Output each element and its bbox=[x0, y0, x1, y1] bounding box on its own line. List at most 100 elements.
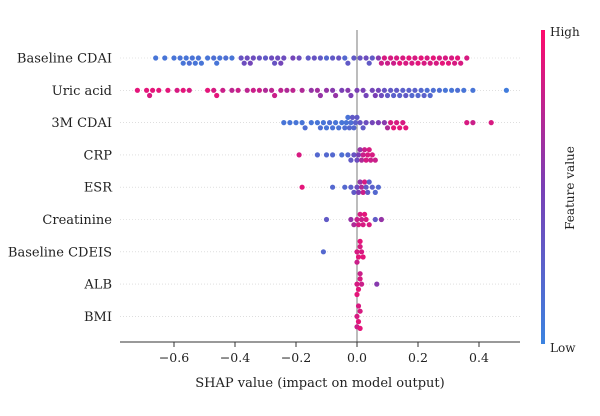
shap-point bbox=[339, 87, 345, 93]
shap-point bbox=[360, 125, 366, 131]
shap-point bbox=[397, 125, 403, 131]
shap-point bbox=[461, 87, 467, 93]
feature-label: Baseline CDEIS bbox=[8, 245, 112, 260]
colorbar-low-label: Low bbox=[550, 341, 576, 355]
shap-point bbox=[357, 211, 363, 217]
shap-point bbox=[464, 120, 470, 126]
shap-point bbox=[229, 55, 235, 61]
shap-point bbox=[348, 92, 354, 99]
shap-point bbox=[250, 87, 256, 93]
shap-point bbox=[299, 184, 305, 190]
shap-point bbox=[217, 55, 223, 61]
shap-point bbox=[296, 55, 302, 61]
shap-point bbox=[345, 60, 351, 66]
shap-point bbox=[174, 87, 180, 93]
shap-point bbox=[333, 92, 339, 99]
shap-point bbox=[343, 120, 349, 126]
shap-point bbox=[375, 120, 381, 126]
shap-point bbox=[346, 125, 352, 131]
shap-point bbox=[360, 222, 366, 228]
shap-point bbox=[372, 92, 378, 99]
shap-point bbox=[262, 55, 269, 61]
shap-point bbox=[250, 55, 256, 61]
shap-point bbox=[391, 125, 397, 131]
shap-point bbox=[355, 222, 362, 228]
shap-point bbox=[351, 222, 357, 228]
shap-point bbox=[378, 92, 384, 99]
shap-point bbox=[351, 125, 357, 131]
shap-point bbox=[391, 92, 397, 99]
shap-point bbox=[400, 55, 406, 61]
shap-point bbox=[421, 60, 427, 66]
feature-label: 3M CDAI bbox=[51, 116, 112, 131]
shap-point bbox=[345, 114, 351, 120]
shap-point bbox=[357, 238, 363, 244]
shap-point bbox=[339, 152, 345, 158]
shap-point bbox=[354, 216, 360, 223]
shap-point bbox=[369, 152, 375, 158]
shap-point bbox=[488, 120, 494, 126]
shap-point bbox=[354, 291, 360, 298]
shap-point bbox=[452, 60, 458, 66]
shap-point bbox=[355, 189, 362, 195]
shap-point bbox=[369, 55, 375, 61]
shap-point bbox=[394, 55, 400, 61]
shap-point bbox=[256, 87, 262, 93]
feature-value-colorbar bbox=[541, 30, 545, 344]
shap-point bbox=[317, 125, 323, 131]
shap-point bbox=[412, 55, 418, 61]
shap-point bbox=[290, 55, 296, 61]
shap-point bbox=[365, 152, 371, 158]
shap-point bbox=[381, 120, 387, 126]
shap-point bbox=[378, 60, 384, 66]
shap-point bbox=[421, 92, 427, 99]
shap-point bbox=[470, 87, 476, 93]
shap-point bbox=[314, 87, 320, 93]
shap-point bbox=[345, 87, 351, 93]
shap-point bbox=[442, 87, 448, 93]
shap-point bbox=[348, 157, 354, 163]
shap-point bbox=[363, 184, 369, 190]
x-axis-label: SHAP value (impact on model output) bbox=[195, 376, 444, 391]
shap-point bbox=[363, 157, 369, 163]
shap-point bbox=[430, 87, 436, 93]
shap-point bbox=[269, 87, 275, 93]
shap-point bbox=[308, 120, 314, 126]
shap-point bbox=[342, 55, 348, 61]
shap-point bbox=[366, 60, 372, 66]
shap-point bbox=[360, 152, 366, 158]
shap-point bbox=[455, 55, 461, 61]
shap-point bbox=[394, 87, 400, 93]
shap-point bbox=[365, 189, 371, 195]
shap-point bbox=[449, 87, 455, 93]
shap-point bbox=[134, 87, 140, 93]
shap-point bbox=[192, 60, 198, 66]
shap-point bbox=[220, 87, 226, 93]
shap-point bbox=[384, 125, 391, 131]
shap-point bbox=[278, 60, 284, 66]
shap-point bbox=[284, 87, 290, 93]
shap-point bbox=[211, 87, 217, 93]
shap-point bbox=[339, 120, 345, 126]
shap-point bbox=[415, 60, 421, 66]
shap-point bbox=[205, 55, 211, 61]
shap-point bbox=[354, 114, 360, 120]
feature-label: ALB bbox=[83, 278, 112, 293]
shap-point bbox=[418, 55, 424, 61]
colorbar-title: Feature value bbox=[563, 146, 577, 230]
shap-point bbox=[359, 184, 365, 190]
shap-point bbox=[357, 308, 363, 314]
shap-point bbox=[375, 87, 381, 93]
shap-point bbox=[348, 184, 354, 190]
shap-point bbox=[470, 120, 476, 126]
shap-point bbox=[330, 55, 336, 61]
shap-point bbox=[323, 152, 330, 158]
shap-point bbox=[384, 92, 391, 99]
shap-point bbox=[415, 92, 421, 99]
shap-point bbox=[360, 87, 366, 93]
shap-point bbox=[366, 222, 372, 228]
feature-label: CRP bbox=[84, 148, 113, 163]
shap-point bbox=[189, 55, 195, 61]
shap-point bbox=[272, 60, 278, 66]
